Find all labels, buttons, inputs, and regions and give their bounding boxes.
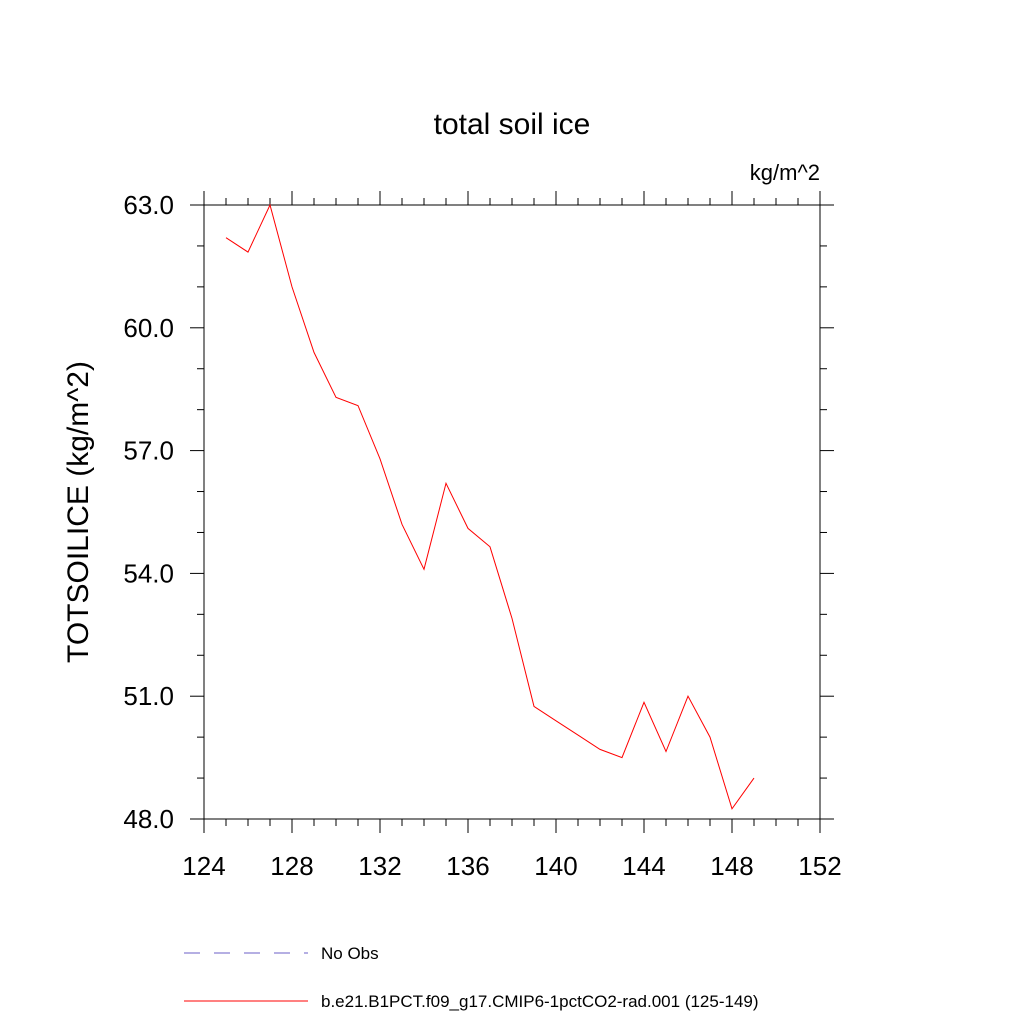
- tick-labels: 124 128 132 136 140 144 148 152 48.0 51.0 54.0 57.0…: [123, 190, 841, 881]
- y-axis-label: TOTSOILICE (kg/m^2): [62, 361, 95, 663]
- plot-frame: [203, 204, 821, 820]
- x-tick-label: 128: [270, 851, 313, 881]
- x-tick-label: 132: [358, 851, 401, 881]
- x-tick-label: 144: [622, 851, 665, 881]
- legend: No Obs b.e21.B1PCT.f09_g17.CMIP6-1pctCO2…: [184, 944, 759, 1011]
- legend-label-no-obs: No Obs: [321, 944, 379, 963]
- legend-label-model-run: b.e21.B1PCT.f09_g17.CMIP6-1pctCO2-rad.00…: [321, 992, 759, 1011]
- x-tick-label: 136: [446, 851, 489, 881]
- y-tick-label: 54.0: [123, 558, 174, 588]
- x-tick-label: 148: [710, 851, 753, 881]
- units-label: kg/m^2: [750, 160, 820, 185]
- chart-title: total soil ice: [434, 108, 591, 141]
- y-tick-label: 48.0: [123, 804, 174, 834]
- axis-ticks: [190, 191, 834, 833]
- y-tick-label: 60.0: [123, 313, 174, 343]
- y-tick-label: 57.0: [123, 436, 174, 466]
- series-layer: [225, 203, 755, 810]
- y-tick-label: 51.0: [123, 681, 174, 711]
- y-tick-label: 63.0: [123, 190, 174, 220]
- x-tick-label: 140: [534, 851, 577, 881]
- x-tick-label: 152: [798, 851, 841, 881]
- series-line-1: [225, 203, 755, 810]
- x-tick-label: 124: [182, 851, 225, 881]
